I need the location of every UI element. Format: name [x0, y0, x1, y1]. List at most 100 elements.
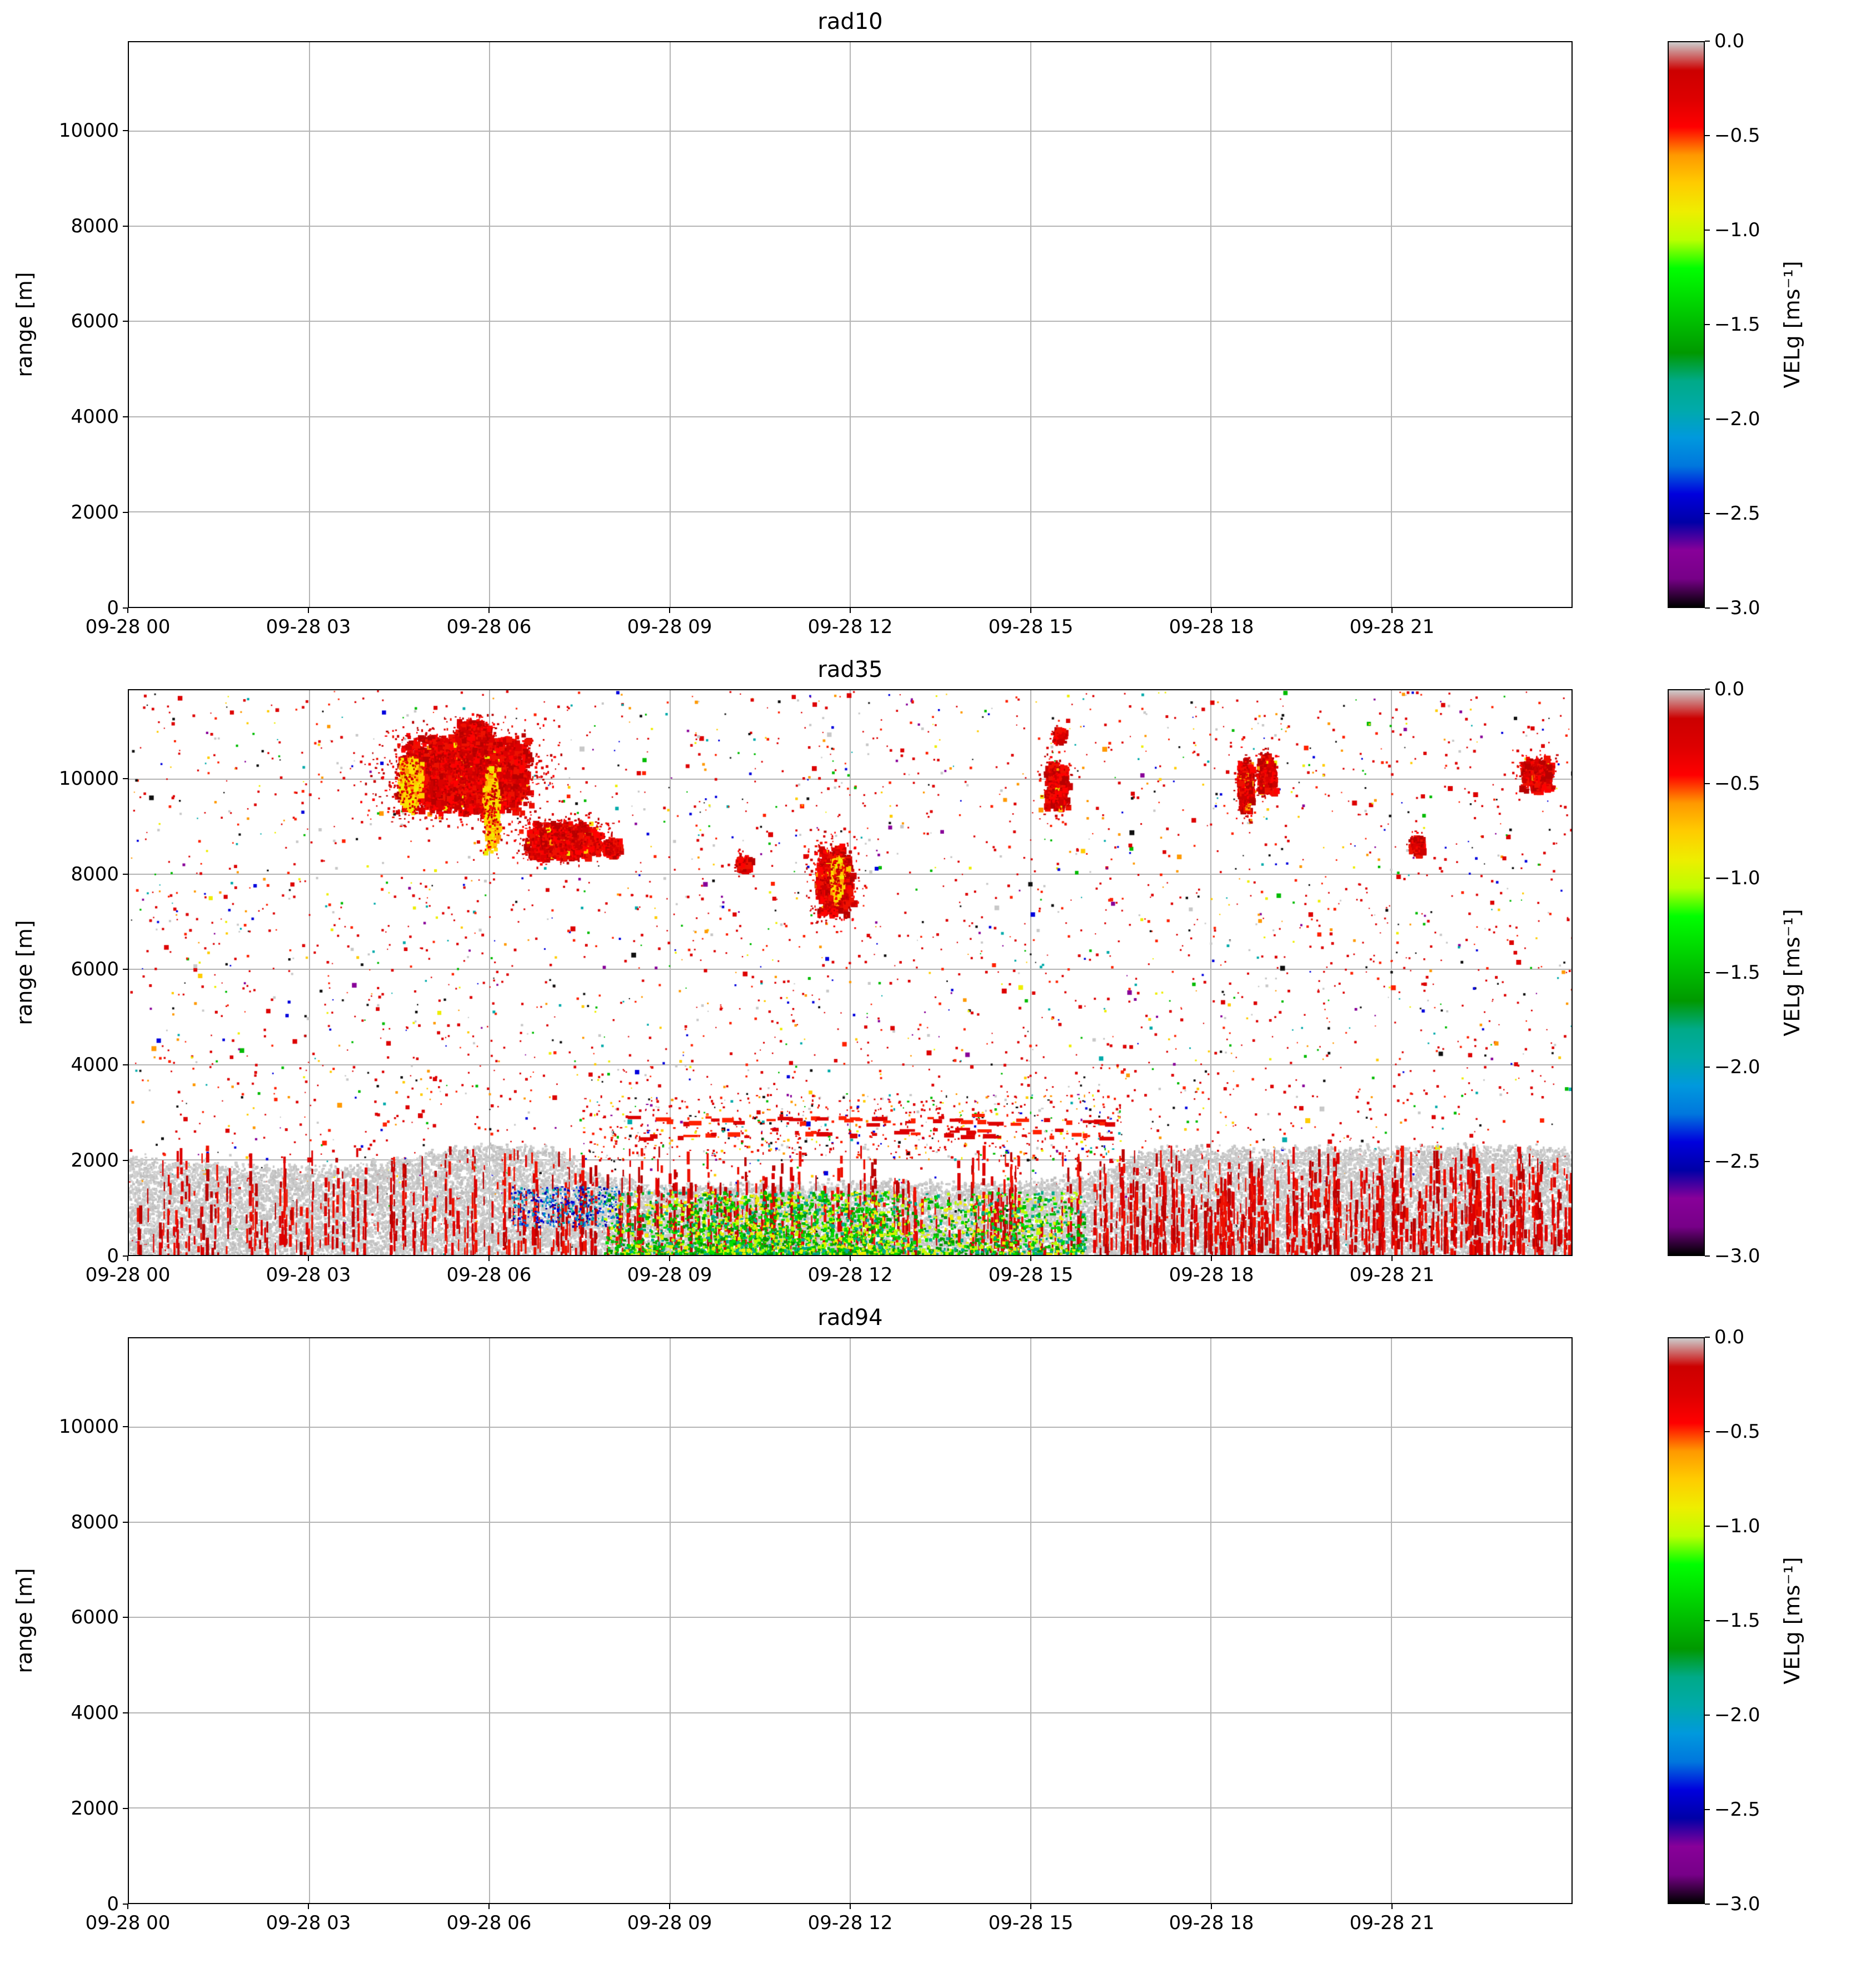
x-tick-label: 09-28 09 — [627, 1912, 712, 1934]
colorbar-rad94: VELg [ms⁻¹] 0.0 −0.5 −1.0 −1.5 −2.0 −2.5 −3.0 — [1668, 1326, 1851, 1915]
y-tick-label: 0 — [107, 1893, 119, 1915]
y-tick-label: 10000 — [58, 767, 119, 790]
y-tick-mark — [123, 129, 128, 131]
x-tick-label: 09-28 00 — [85, 1912, 171, 1934]
x-tick-mark — [127, 1256, 128, 1261]
y-tick-label: 6000 — [71, 1606, 119, 1629]
x-tick-label: 09-28 00 — [85, 616, 171, 638]
x-tick-mark — [488, 608, 490, 613]
x-tick-mark — [1391, 1256, 1393, 1261]
rad35-heatmap-canvas — [129, 690, 1571, 1255]
colorbar-tick-mark — [1705, 41, 1710, 42]
y-tick-mark — [123, 1904, 128, 1905]
x-tick-label: 09-28 12 — [807, 1912, 893, 1934]
gridline-vertical — [308, 1338, 310, 1903]
gridline-vertical — [489, 1338, 490, 1903]
colorbar-tick-mark — [1705, 1255, 1710, 1257]
colorbar-tick-label: −0.5 — [1714, 1421, 1760, 1443]
y-tick-mark — [123, 1160, 128, 1162]
colorbar-tick-mark — [1705, 1620, 1710, 1621]
x-tick-label: 09-28 21 — [1349, 616, 1435, 638]
colorbar-tick-label: −1.0 — [1714, 867, 1760, 889]
panel-rad94: rad94 range [m] VELg [ms⁻¹] 0.0 −0.5 −1.0−… — [0, 1296, 1851, 1944]
x-tick-mark — [1391, 1904, 1393, 1909]
x-tick-mark — [850, 608, 851, 613]
y-tick-label: 8000 — [71, 863, 119, 885]
x-tick-label: 09-28 06 — [446, 1264, 532, 1286]
x-tick-mark — [669, 608, 670, 613]
y-tick-mark — [123, 873, 128, 875]
x-tick-mark — [308, 608, 309, 613]
colorbar-tick-mark — [1705, 783, 1710, 784]
x-tick-mark — [127, 1904, 128, 1909]
x-tick-mark — [850, 1256, 851, 1261]
y-tick-label: 4000 — [71, 1054, 119, 1077]
x-tick-mark — [1030, 1904, 1031, 1909]
y-tick-label: 0 — [107, 597, 119, 619]
y-tick-mark — [123, 778, 128, 779]
y-tick-mark — [123, 321, 128, 322]
y-tick-label: 4000 — [71, 1702, 119, 1725]
y-tick-label: 6000 — [71, 958, 119, 981]
gridline-horizontal — [129, 1807, 1571, 1808]
gridline-vertical — [1030, 42, 1031, 607]
x-tick-label: 09-28 09 — [627, 1264, 712, 1286]
colorbar-tick-label: −1.5 — [1714, 313, 1760, 336]
x-tick-label: 09-28 18 — [1169, 1264, 1254, 1286]
y-tick-label: 10000 — [58, 119, 119, 142]
x-tick-label: 09-28 15 — [988, 1912, 1074, 1934]
colorbar-tick-mark — [1705, 230, 1710, 231]
colorbar-tick-mark — [1705, 972, 1710, 973]
x-tick-mark — [1030, 608, 1031, 613]
colorbar-tick-mark — [1705, 878, 1710, 879]
x-tick-mark — [669, 1904, 670, 1909]
x-tick-mark — [127, 608, 128, 613]
y-tick-mark — [123, 1426, 128, 1427]
colorbar-tick-mark — [1705, 513, 1710, 514]
x-tick-label: 09-28 15 — [988, 1264, 1074, 1286]
y-tick-mark — [123, 1521, 128, 1523]
colorbar-tick-label: 0.0 — [1714, 678, 1745, 700]
y-tick-mark — [123, 969, 128, 970]
colorbar-tick-label: −2.0 — [1714, 1704, 1760, 1726]
y-tick-label: 6000 — [71, 310, 119, 333]
gridline-horizontal — [129, 1617, 1571, 1618]
colorbar-tick-mark — [1705, 1904, 1710, 1905]
colorbar-tick-label: −3.0 — [1714, 1893, 1760, 1915]
colorbar-tick-label: −2.5 — [1714, 1150, 1760, 1173]
x-tick-label: 09-28 18 — [1169, 616, 1254, 638]
panel-rad35: rad35 range [m] VELg [ms⁻¹] 0.0 −0.5 −1.0−… — [0, 648, 1851, 1296]
gridline-vertical — [669, 42, 671, 607]
colorbar-tick-mark — [1705, 1067, 1710, 1068]
x-tick-label: 09-28 09 — [627, 616, 712, 638]
y-tick-mark — [123, 1808, 128, 1810]
x-tick-mark — [1211, 608, 1212, 613]
colorbar-tick-mark — [1705, 324, 1710, 325]
y-tick-label: 2000 — [71, 501, 119, 524]
x-tick-mark — [1391, 608, 1393, 613]
plot-area-rad94 — [128, 1337, 1573, 1904]
colorbar-tick-label: −1.0 — [1714, 1515, 1760, 1537]
x-tick-mark — [308, 1904, 309, 1909]
colorbar-tick-mark — [1705, 1526, 1710, 1527]
gridline-horizontal — [129, 226, 1571, 227]
gridline-vertical — [850, 42, 851, 607]
colorbar-tick-mark — [1705, 1809, 1710, 1810]
y-tick-label: 4000 — [71, 406, 119, 429]
x-tick-label: 09-28 18 — [1169, 1912, 1254, 1934]
gridline-horizontal — [129, 1427, 1571, 1428]
y-tick-mark — [123, 1712, 128, 1714]
gridline-vertical — [1210, 42, 1211, 607]
colorbar-tick-label: −3.0 — [1714, 597, 1760, 619]
colorbar-tick-mark — [1705, 607, 1710, 609]
x-tick-label: 09-28 00 — [85, 1264, 171, 1286]
x-tick-label: 09-28 12 — [807, 1264, 893, 1286]
colorbar-tick-label: −1.0 — [1714, 219, 1760, 241]
panel-rad10: rad10 range [m] VELg [ms⁻¹] 0.0 −0.5 −1.0−… — [0, 0, 1851, 648]
gridline-vertical — [1390, 1338, 1392, 1903]
gridline-vertical — [1030, 1338, 1031, 1903]
gridline-vertical — [850, 1338, 851, 1903]
x-tick-label: 09-28 15 — [988, 616, 1074, 638]
colorbar-tick-mark — [1705, 1161, 1710, 1162]
